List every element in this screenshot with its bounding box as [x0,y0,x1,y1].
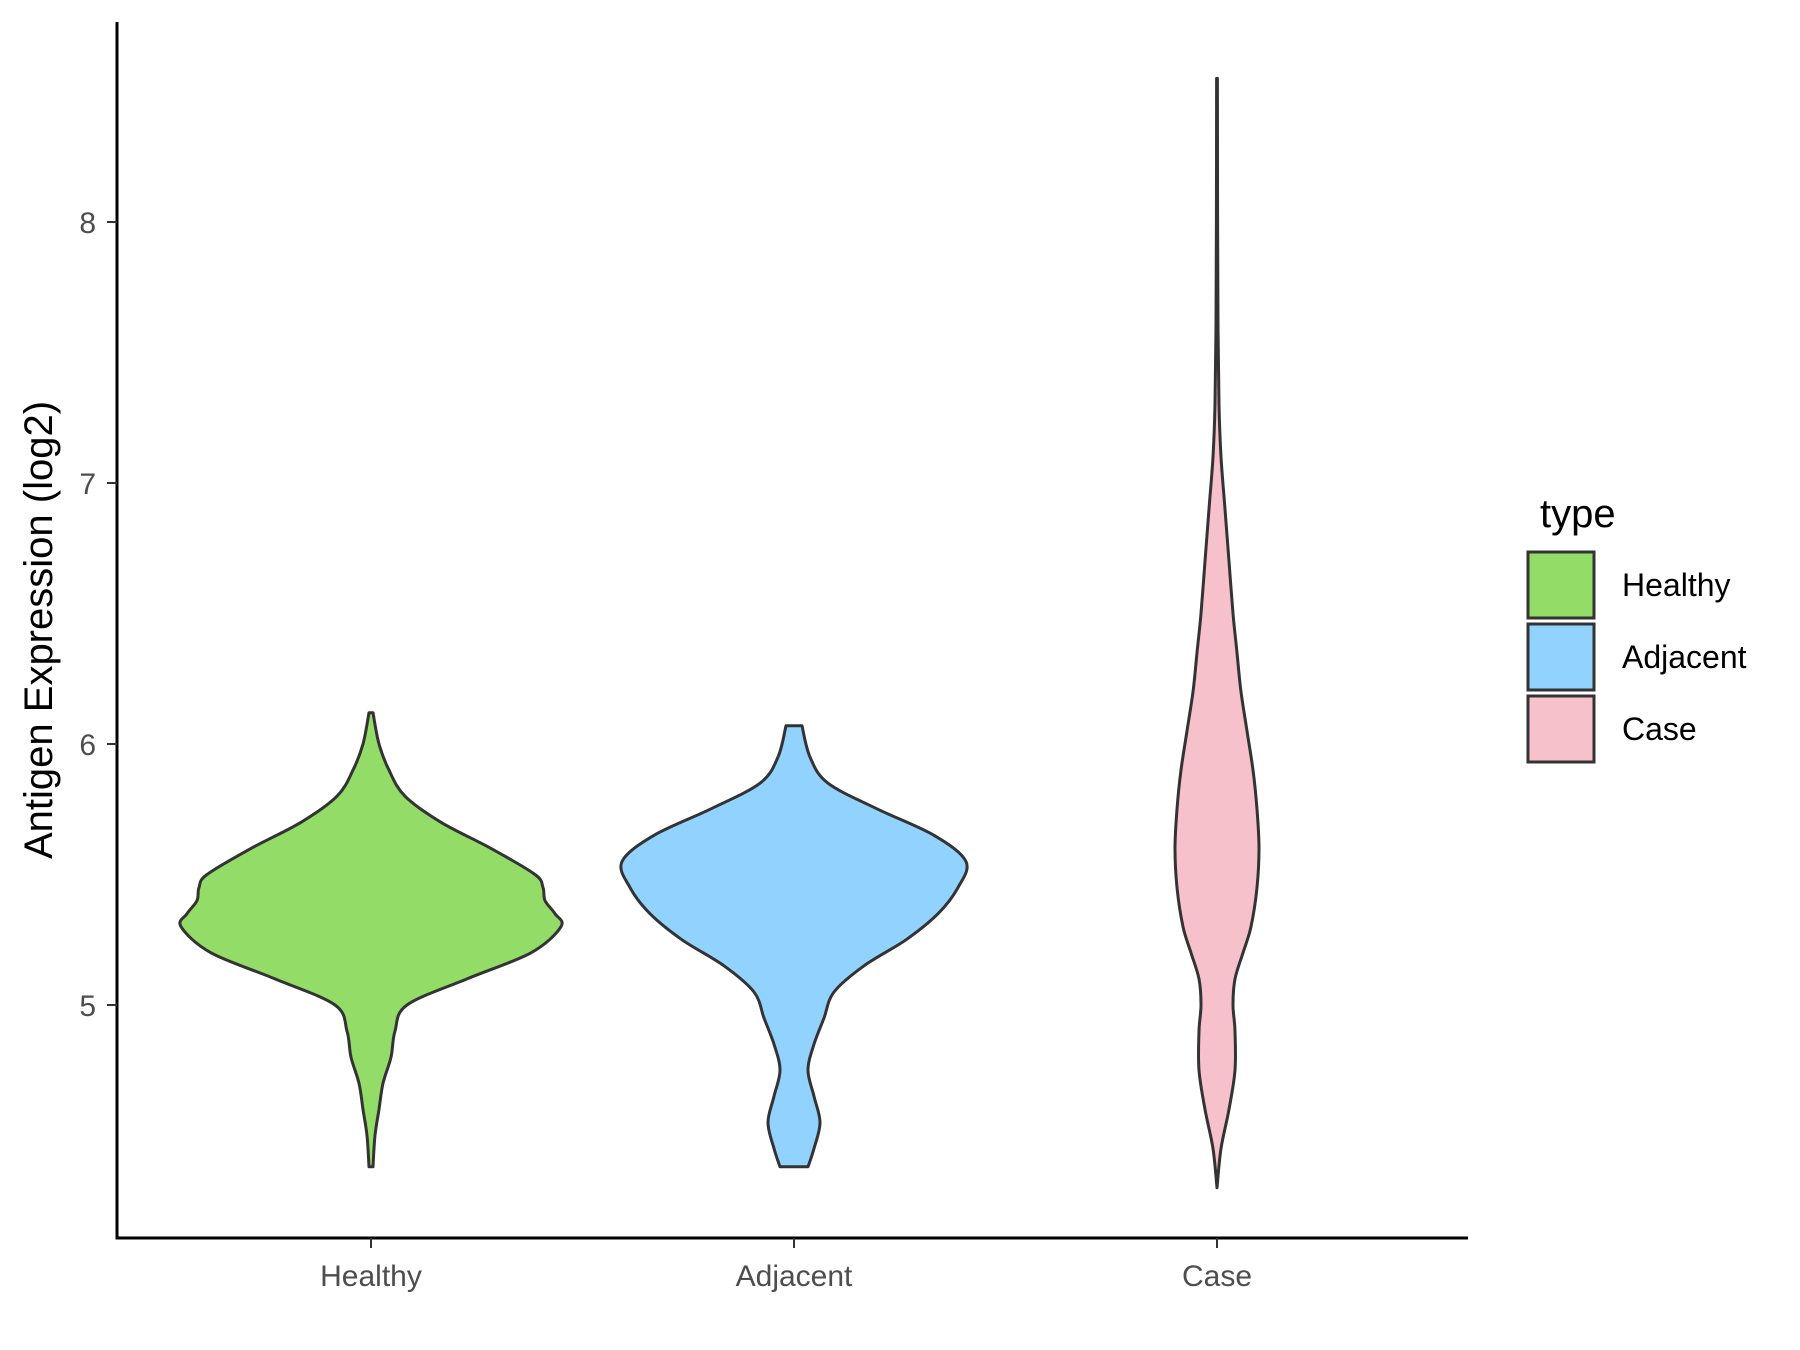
y-tick-label: 8 [79,207,96,240]
legend-label: Healthy [1622,567,1731,603]
x-tick-label: Healthy [320,1260,422,1293]
x-tick-label: Adjacent [736,1260,853,1293]
violin-case [1173,76,1261,1190]
y-tick-label: 5 [79,990,96,1023]
violin-healthy [178,711,564,1169]
legend-key-adjacent [1526,622,1596,692]
y-tick-label: 6 [79,729,96,762]
legend-label: Case [1622,711,1697,747]
x-tick-label: Case [1182,1260,1252,1293]
y-axis-title: Antigen Expression (log2) [17,401,61,859]
violins-layer [178,76,1261,1190]
legend-label: Adjacent [1622,639,1747,675]
legend: type Healthy Adjacent Case [1526,492,1747,764]
x-ticks-layer: Healthy Adjacent Case [320,1238,1252,1293]
y-tick-label: 7 [79,468,96,501]
legend-title: type [1540,492,1616,536]
axes-layer [115,22,1468,1240]
y-ticks-layer: 5 6 7 8 [79,207,117,1023]
violin-adjacent [619,724,969,1169]
legend-key-healthy [1526,550,1596,620]
legend-key-case [1526,694,1596,764]
